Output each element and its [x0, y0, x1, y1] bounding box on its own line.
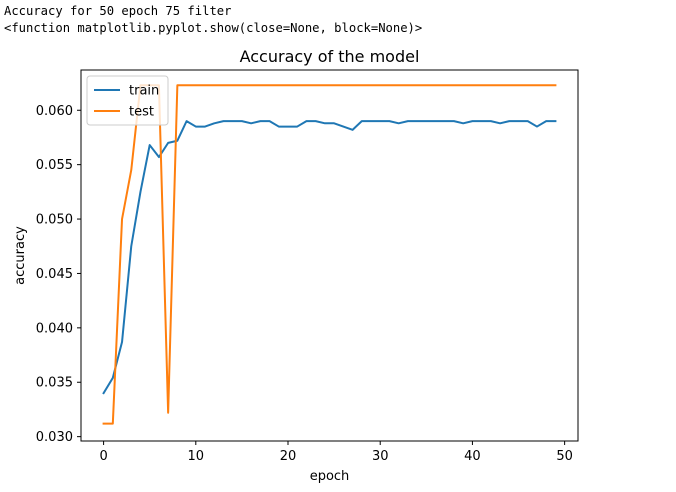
console-line-function-repr: <function matplotlib.pyplot.show(close=N… — [4, 20, 423, 35]
y-axis-label: accuracy — [13, 226, 28, 285]
console-line-accuracy-summary: Accuracy for 50 epoch 75 filter — [4, 4, 232, 18]
x-tick-label: 40 — [464, 449, 481, 464]
y-tick-label: 0.055 — [36, 158, 73, 173]
y-tick-label: 0.045 — [36, 267, 73, 282]
chart-title: Accuracy of the model — [240, 47, 420, 66]
x-tick-label: 30 — [372, 449, 389, 464]
series-line-test — [102, 84, 557, 425]
y-tick-label: 0.050 — [36, 213, 73, 228]
legend: train test — [86, 75, 169, 126]
legend-label-test: test — [129, 105, 154, 120]
x-axis-ticks: 0 10 20 30 40 50 — [99, 441, 573, 464]
y-tick-label: 0.060 — [36, 104, 73, 119]
y-axis-ticks: 0.030 0.035 0.040 0.045 0.050 0.055 0.060 — [36, 104, 81, 445]
legend-box — [86, 75, 169, 126]
y-tick-label: 0.030 — [36, 430, 73, 445]
x-tick-label: 50 — [556, 449, 573, 464]
x-tick-label: 0 — [99, 449, 107, 464]
x-tick-label: 10 — [188, 449, 205, 464]
y-tick-label: 0.040 — [36, 321, 73, 336]
y-tick-label: 0.035 — [36, 376, 73, 391]
series-line-train — [102, 120, 557, 395]
console-output: Accuracy for 50 epoch 75 filter <function… — [4, 3, 422, 36]
x-axis-label: epoch — [310, 469, 350, 484]
legend-label-train: train — [129, 84, 159, 99]
plot-area-frame — [80, 69, 579, 442]
series-layer — [102, 84, 557, 425]
x-tick-label: 20 — [280, 449, 297, 464]
